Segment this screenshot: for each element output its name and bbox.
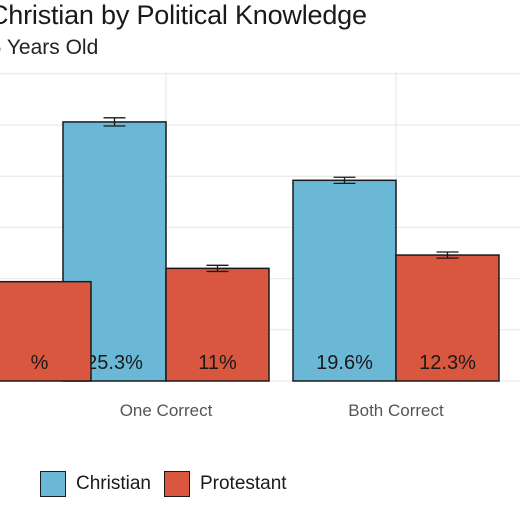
bar-christian [292,179,397,382]
legend-item-christian: Christian [40,471,151,497]
x-tick-label: One Correct [120,401,213,420]
chart-title: Christian by Political Knowledge [0,0,367,30]
legend-item-protestant: Protestant [163,471,287,497]
data-label: % [31,352,49,374]
chart-subtitle: 45 Years Old [0,36,99,59]
x-tick-label: Both Correct [348,401,444,420]
data-label: 19.6% [316,352,373,374]
data-label: 25.3% [86,352,143,374]
legend-label-protestant: Protestant [199,473,287,494]
legend-swatch-christian [40,471,66,497]
bar-protestant [165,267,270,382]
legend: Christian Protestant [40,471,300,497]
bar-protestant [0,280,92,382]
legend-label-christian: Christian [76,473,151,494]
data-label: 11% [198,352,237,374]
data-label: 12.3% [419,352,476,374]
bar-protestant [395,254,500,382]
legend-swatch-protestant [163,471,190,497]
